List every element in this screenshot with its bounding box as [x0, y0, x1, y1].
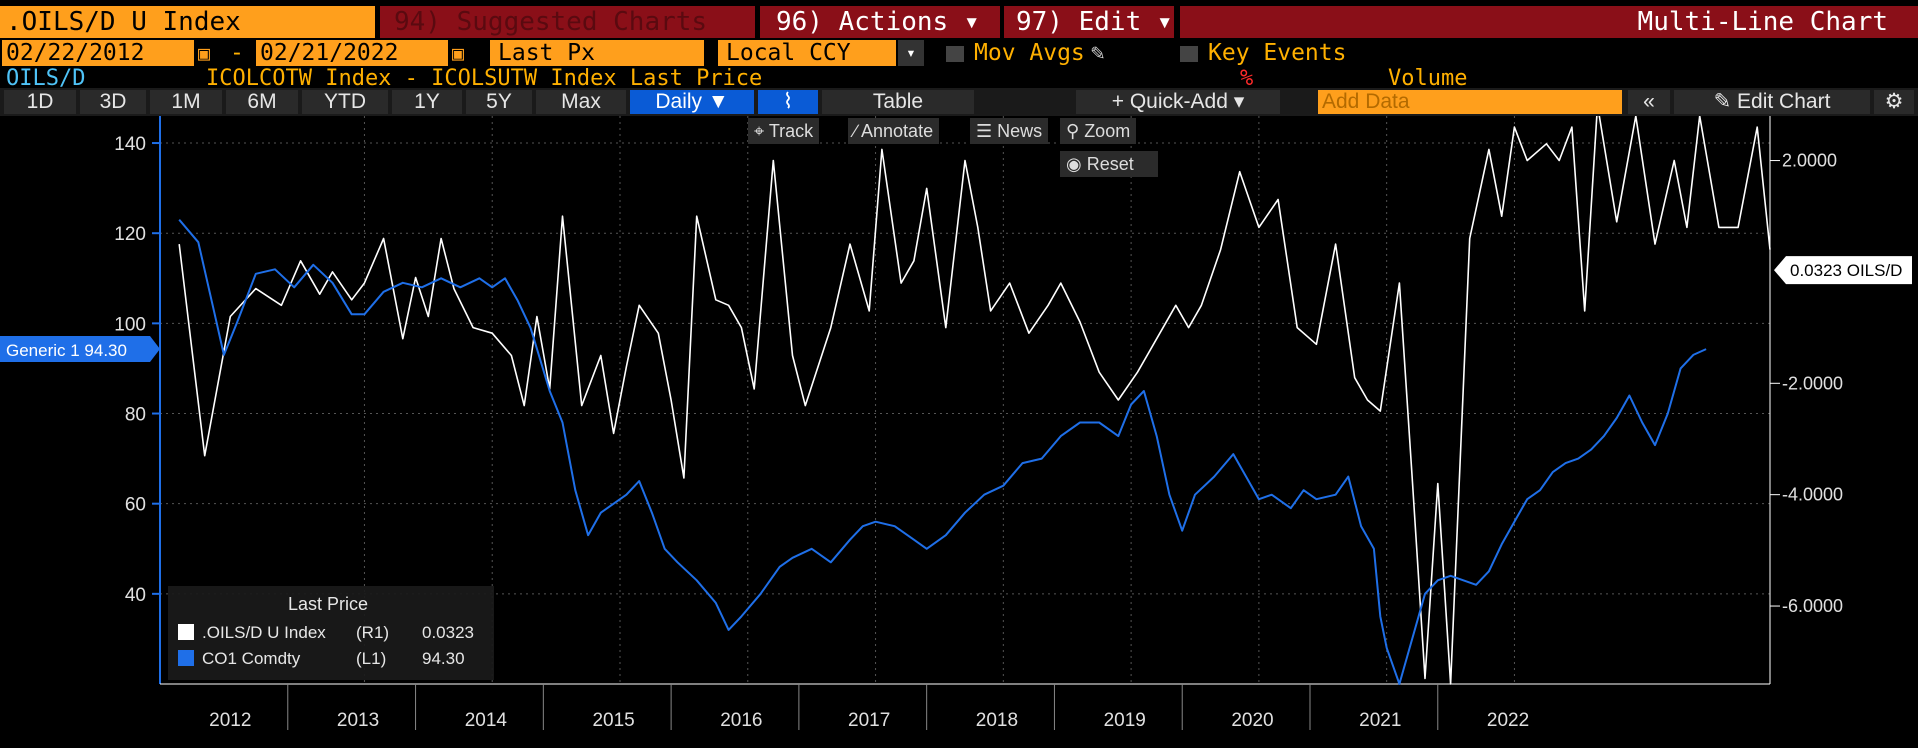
mov-avgs-checkbox[interactable]: Mov Avgs ✎ [946, 40, 1166, 66]
range-1d-button[interactable]: 1D [4, 90, 76, 114]
reset-label: Reset [1086, 154, 1134, 174]
legend-swatch [178, 650, 194, 666]
x-tick-label: 2020 [1231, 710, 1273, 731]
quick-add-button[interactable]: + Quick-Add ▾ [1076, 90, 1280, 114]
series-line-co1 [178, 219, 1707, 685]
pencil-icon: ✎ [1090, 40, 1105, 66]
gear-icon[interactable]: ⚙ [1874, 90, 1914, 114]
x-tick-label: 2013 [337, 710, 379, 731]
right-tick-label: -4.0000 [1782, 485, 1843, 505]
percent-label: % [1240, 66, 1254, 91]
news-icon: ☰ [976, 121, 998, 141]
range-3d-button[interactable]: 3D [80, 90, 146, 114]
table-button[interactable]: Table [822, 90, 974, 114]
track-label: Track [768, 121, 814, 141]
range-ytd-button[interactable]: YTD [302, 90, 388, 114]
right-tick-label: -2.0000 [1782, 373, 1843, 393]
left-value-marker-label: Generic 1 94.30 [6, 341, 127, 360]
x-tick-label: 2017 [848, 710, 890, 731]
legend-item-value: 94.30 [422, 649, 465, 668]
range-1y-button[interactable]: 1Y [392, 90, 462, 114]
pencil-icon: ∕ [854, 121, 862, 141]
x-tick-label: 2019 [1104, 710, 1146, 731]
x-tick-label: 2012 [209, 710, 251, 731]
suggested-charts-button[interactable]: 94) Suggested Charts [380, 6, 755, 38]
ticker-field[interactable]: .OILS/D U Index [0, 6, 375, 38]
range-max-button[interactable]: Max [536, 90, 626, 114]
date-dash: - [230, 40, 244, 66]
left-value-marker [0, 336, 160, 363]
header-bar: .OILS/D U Index 94) Suggested Charts 96)… [0, 0, 1918, 38]
range-1m-button[interactable]: 1M [150, 90, 222, 114]
info-bar: OILS/D ICOLCOTW Index - ICOLSUTW Index L… [0, 66, 1918, 91]
x-tick-label: 2016 [720, 710, 762, 731]
x-tick-label: 2014 [465, 710, 508, 731]
currency-select[interactable]: Local CCY [718, 40, 896, 66]
edit-chart-label: Edit Chart [1737, 90, 1831, 113]
annotate-button[interactable]: ∕ Annotate [848, 118, 940, 144]
legend-item-name: .OILS/D U Index [202, 623, 326, 642]
reset-icon: ◉ [1066, 154, 1087, 174]
x-tick-label: 2021 [1359, 710, 1401, 731]
legend-title: Last Price [288, 594, 368, 614]
key-events-checkbox[interactable]: Key Events [1180, 40, 1420, 66]
toolbar: 1D 3D 1M 6M YTD 1Y 5Y Max Daily ▼ ⌇ Tabl… [0, 88, 1918, 116]
zoom-button[interactable]: ⚲ Zoom [1060, 118, 1137, 144]
controls-bar: 02/22/2012 ▣ - 02/21/2022 ▣ Last Px Loca… [0, 38, 1918, 66]
security-description: ICOLCOTW Index - ICOLSUTW Index Last Pri… [206, 66, 763, 91]
pencil-icon: ✎ [1713, 90, 1738, 113]
news-button[interactable]: ☰ News [970, 118, 1049, 144]
x-tick-label: 2018 [976, 710, 1018, 731]
news-label: News [997, 121, 1043, 141]
legend-item-value: 0.0323 [422, 623, 474, 642]
right-value-marker [1774, 256, 1912, 285]
x-tick-label: 2022 [1487, 710, 1529, 731]
legend-swatch [178, 624, 194, 640]
calendar-icon[interactable]: ▣ [198, 41, 211, 65]
x-tick-label: 2015 [592, 710, 634, 731]
legend-item-axis: (R1) [356, 623, 389, 642]
mov-avgs-label: Mov Avgs [974, 40, 1085, 66]
search-icon: ⚲ [1066, 121, 1085, 141]
series-line-oils [178, 116, 1771, 685]
range-6m-button[interactable]: 6M [226, 90, 298, 114]
right-tick-label: -6.0000 [1782, 596, 1843, 616]
crosshair-icon: ⌖ [754, 121, 769, 141]
calendar-icon[interactable]: ▣ [452, 41, 465, 65]
legend-box [168, 586, 494, 680]
left-tick-label: 120 [114, 224, 146, 245]
range-5y-button[interactable]: 5Y [466, 90, 532, 114]
left-tick-label: 60 [125, 495, 146, 516]
key-events-label: Key Events [1208, 40, 1347, 66]
add-data-input[interactable]: Add Data [1318, 90, 1622, 114]
track-button[interactable]: ⌖ Track [748, 118, 820, 144]
start-date-field[interactable]: 02/22/2012 [2, 40, 194, 66]
annotate-label: Annotate [861, 121, 934, 141]
left-tick-label: 140 [114, 134, 146, 155]
zoom-label: Zoom [1084, 121, 1131, 141]
volume-label: Volume [1388, 66, 1468, 91]
left-tick-label: 40 [125, 585, 146, 606]
collapse-button[interactable]: « [1628, 90, 1670, 114]
left-tick-label: 100 [114, 314, 146, 335]
actions-menu[interactable]: 96) Actions ▾ [760, 6, 1000, 38]
chart-area[interactable]: 40 60 80 100 120 140 2.0000 -2.0000 -4.0000 -6.00… [0, 116, 1918, 748]
left-tick-label: 80 [125, 405, 146, 426]
security-name: OILS/D [6, 66, 86, 91]
end-date-field[interactable]: 02/21/2022 [256, 40, 448, 66]
right-tick-label: 2.0000 [1782, 151, 1837, 171]
chart-type-label: Multi-Line Chart [1180, 6, 1918, 38]
legend-item-axis: (L1) [356, 649, 386, 668]
edit-menu[interactable]: 97) Edit ▾ [1004, 6, 1174, 38]
chevron-down-icon[interactable]: ▾ [898, 40, 924, 66]
period-select[interactable]: Daily ▼ [630, 90, 754, 114]
price-field-select[interactable]: Last Px [490, 40, 704, 66]
legend-item-name: CO1 Comdty [202, 649, 301, 668]
edit-chart-button[interactable]: ✎ Edit Chart [1674, 90, 1870, 114]
line-chart-icon[interactable]: ⌇ [758, 90, 818, 114]
right-value-marker-label: 0.0323 OILS/D [1790, 261, 1902, 280]
reset-button[interactable]: ◉ Reset [1060, 151, 1158, 177]
